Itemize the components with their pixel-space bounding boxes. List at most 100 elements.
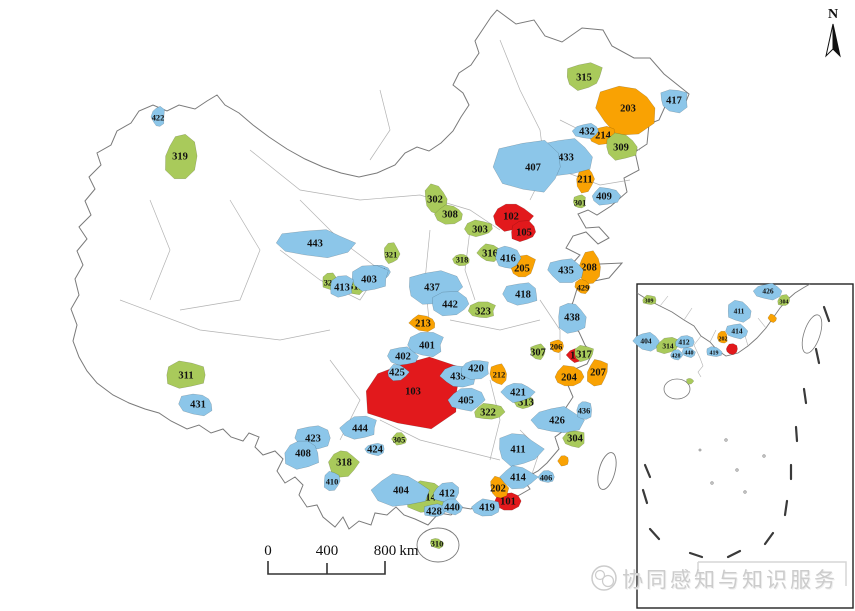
inset-region-440: 440 [681, 347, 696, 358]
region-shape [339, 415, 377, 440]
region-shape [474, 403, 506, 420]
region-shape [384, 242, 401, 264]
region-shape [752, 282, 783, 301]
inset-region-314: 314 [656, 337, 680, 355]
region-code-label: 318 [336, 458, 352, 469]
region-code-label: 443 [307, 239, 323, 250]
region-code-label: 421 [510, 388, 526, 399]
inset-region-428: 428 [670, 349, 684, 361]
region-shape [429, 538, 445, 549]
region-code-label: 214 [595, 131, 612, 142]
region-shape [166, 360, 206, 389]
region-shape [495, 245, 522, 269]
region-303: 303 [464, 219, 493, 238]
region-shape [467, 301, 496, 319]
region-shape [407, 332, 444, 358]
region-code-label: 311 [178, 371, 193, 382]
region-code-label: 314 [420, 493, 437, 504]
region-shape [492, 140, 561, 193]
region-203: 203 [595, 85, 656, 136]
region-318: 318 [328, 450, 360, 478]
region-shape [574, 345, 594, 363]
region-code-label: 432 [579, 127, 595, 138]
inset-borders [659, 295, 767, 378]
region-code-label: 301 [574, 199, 587, 208]
inset-region-414: 414 [725, 323, 749, 340]
region-shape [165, 134, 198, 180]
region-shape [499, 465, 539, 490]
region-code-label: 436 [578, 407, 591, 416]
region-shape [566, 62, 603, 91]
region-shape [330, 275, 354, 298]
region-code-label: 314 [662, 342, 674, 351]
region-440: 440 [441, 498, 464, 516]
scale-bar [267, 561, 386, 575]
region-435: 435 [547, 258, 584, 283]
region-code-label: 315 [576, 73, 592, 84]
region-319: 319 [165, 134, 198, 180]
inset-hainan [663, 378, 691, 400]
region-322: 322 [474, 403, 506, 420]
region-413: 413 [330, 275, 354, 298]
scale-unit: km [399, 543, 419, 559]
region-shape [777, 294, 790, 306]
region-code-label: 309 [645, 299, 654, 305]
region-shape [571, 122, 599, 140]
region-420: 420 [461, 360, 489, 380]
region-code-label: 419 [479, 503, 495, 514]
region-shape [558, 303, 587, 334]
region-shape [275, 229, 357, 259]
region-shape [284, 440, 319, 470]
north-arrow: N [825, 7, 841, 58]
region-shape [502, 282, 538, 306]
region-shape [642, 294, 657, 305]
region-code-label: 101 [500, 497, 516, 508]
region-code-label: 410 [326, 478, 339, 487]
region-443: 443 [275, 229, 357, 259]
region-code-label: 426 [762, 287, 774, 296]
region-code-label: 202 [719, 337, 728, 343]
region-code-label: 405 [458, 396, 474, 407]
region-shape [574, 278, 591, 295]
taiwan-island [597, 452, 617, 490]
region-code-label: 323 [475, 307, 491, 318]
region-shape [576, 166, 595, 194]
region-315: 315 [566, 62, 603, 91]
region-code-label: 208 [581, 263, 597, 274]
region-code-label: 321 [385, 251, 398, 260]
region-411: 411 [499, 433, 545, 467]
region-208: 208 [578, 250, 601, 285]
region-shape [660, 89, 688, 114]
region-409: 409 [591, 187, 622, 206]
region-213: 213 [408, 314, 436, 332]
region-405: 405 [447, 387, 486, 412]
region-shape [441, 498, 464, 516]
region-shape [370, 473, 430, 507]
region-shape [178, 393, 213, 417]
region-code-label: 308 [442, 210, 458, 221]
region-407: 407 [492, 140, 561, 193]
region-code-label: 428 [672, 354, 681, 360]
region-shape [387, 363, 410, 381]
region-429: 429 [574, 278, 591, 295]
region-shape [471, 498, 500, 517]
region-shape [562, 430, 585, 449]
region-shape [767, 313, 777, 323]
region-shape [530, 406, 585, 434]
scale-bar-labels: 0 400 800 km [264, 543, 419, 559]
region-code-label: 320 [324, 279, 337, 288]
region-428: 428 [423, 503, 447, 518]
region-307: 307 [530, 343, 546, 361]
region-shape [391, 432, 407, 446]
region-431: 431 [178, 393, 213, 417]
region-shape [656, 337, 680, 355]
region-shape [447, 387, 486, 412]
legend: City tier Tier 1 Tier 2 Tier 3 Tier 4 [0, 470, 250, 610]
region-shape [681, 347, 696, 358]
region-shape [452, 253, 470, 267]
region-code-label: 404 [393, 486, 410, 497]
region-shape [537, 470, 555, 483]
region-code-label: 411 [734, 307, 745, 316]
region-shape [632, 332, 660, 352]
scale-tick-800: 800 [374, 543, 397, 559]
